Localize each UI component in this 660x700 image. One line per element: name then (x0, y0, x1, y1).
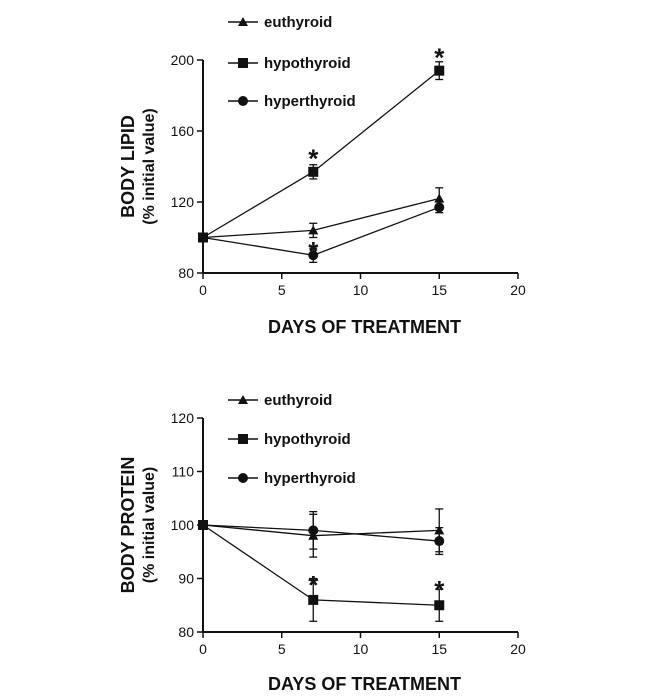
hypothyroid-point (308, 594, 319, 605)
hyperthyroid-point (308, 250, 319, 261)
legend-marker (238, 17, 248, 26)
x-tick-label: 10 (353, 641, 369, 657)
x-tick-label: 0 (199, 282, 207, 298)
euthyroid-point (308, 225, 319, 235)
hypothyroid-point (434, 600, 445, 611)
hyperthyroid-point (198, 520, 208, 530)
hyperthyroid-point (308, 525, 319, 536)
y-tick-label: 120 (171, 410, 195, 426)
significance-asterisk: * (308, 570, 319, 600)
euthyroid-line (202, 197, 440, 239)
legend-marker (238, 96, 248, 106)
hyperthyroid-point (198, 232, 208, 243)
y-tick-label: 200 (171, 52, 195, 68)
y-tick-label: 90 (178, 571, 194, 587)
lipid-chart: 0 5 10 15 20 80 120 160 200 DAYS OF TREATMENT BODY… (118, 14, 526, 337)
legend-marker (238, 395, 248, 404)
significance-asterisk: * (308, 236, 319, 266)
hyperthyroid-point (434, 202, 445, 213)
y-tick-label: 80 (178, 265, 194, 281)
x-axis-title: DAYS OF TREATMENT (268, 674, 461, 694)
y-axis-title: BODY PROTEIN (118, 457, 138, 594)
significance-asterisk: * (434, 575, 445, 605)
x-tick-label: 10 (353, 282, 369, 298)
euthyroid-point (434, 193, 445, 203)
significance-asterisk: * (308, 144, 319, 174)
x-axis-title: DAYS OF TREATMENT (268, 317, 461, 337)
y-tick-label: 80 (178, 624, 194, 640)
y-tick-label: 100 (171, 517, 195, 533)
hyperthyroid-line (202, 206, 440, 256)
legend-marker (238, 58, 248, 68)
y-axis-subtitle: (% initial value) (141, 108, 158, 224)
y-tick-label: 160 (171, 123, 195, 139)
hypothyroid-line (202, 524, 440, 606)
y-axis-title: BODY LIPID (118, 115, 138, 218)
legend-label: euthyroid (264, 392, 332, 409)
legend-label: hypothyroid (264, 55, 351, 72)
y-tick-label: 110 (172, 464, 195, 480)
x-tick-label: 5 (278, 282, 286, 298)
hyperthyroid-line (202, 524, 440, 542)
legend-label: hyperthyroid (264, 470, 356, 487)
x-tick-label: 15 (431, 641, 447, 657)
legend-label: hyperthyroid (264, 93, 356, 110)
y-axis-subtitle: (% initial value) (141, 467, 158, 583)
legend-marker (238, 434, 248, 444)
legend-marker (238, 473, 248, 483)
x-tick-label: 15 (431, 282, 447, 298)
x-tick-label: 20 (510, 641, 526, 657)
hypothyroid-point (434, 65, 445, 76)
x-tick-label: 5 (278, 641, 286, 657)
hypothyroid-point (308, 166, 319, 177)
significance-asterisk: * (434, 42, 445, 72)
x-tick-label: 20 (510, 282, 526, 298)
legend-label: hypothyroid (264, 431, 351, 448)
protein-chart: 0 5 10 15 20 80 90 100 110 120 DAYS OF TREATMENT BO… (118, 392, 526, 694)
hyperthyroid-point (434, 536, 445, 547)
legend-label: euthyroid (264, 14, 332, 31)
y-tick-label: 120 (171, 194, 195, 210)
x-tick-label: 0 (199, 641, 207, 657)
